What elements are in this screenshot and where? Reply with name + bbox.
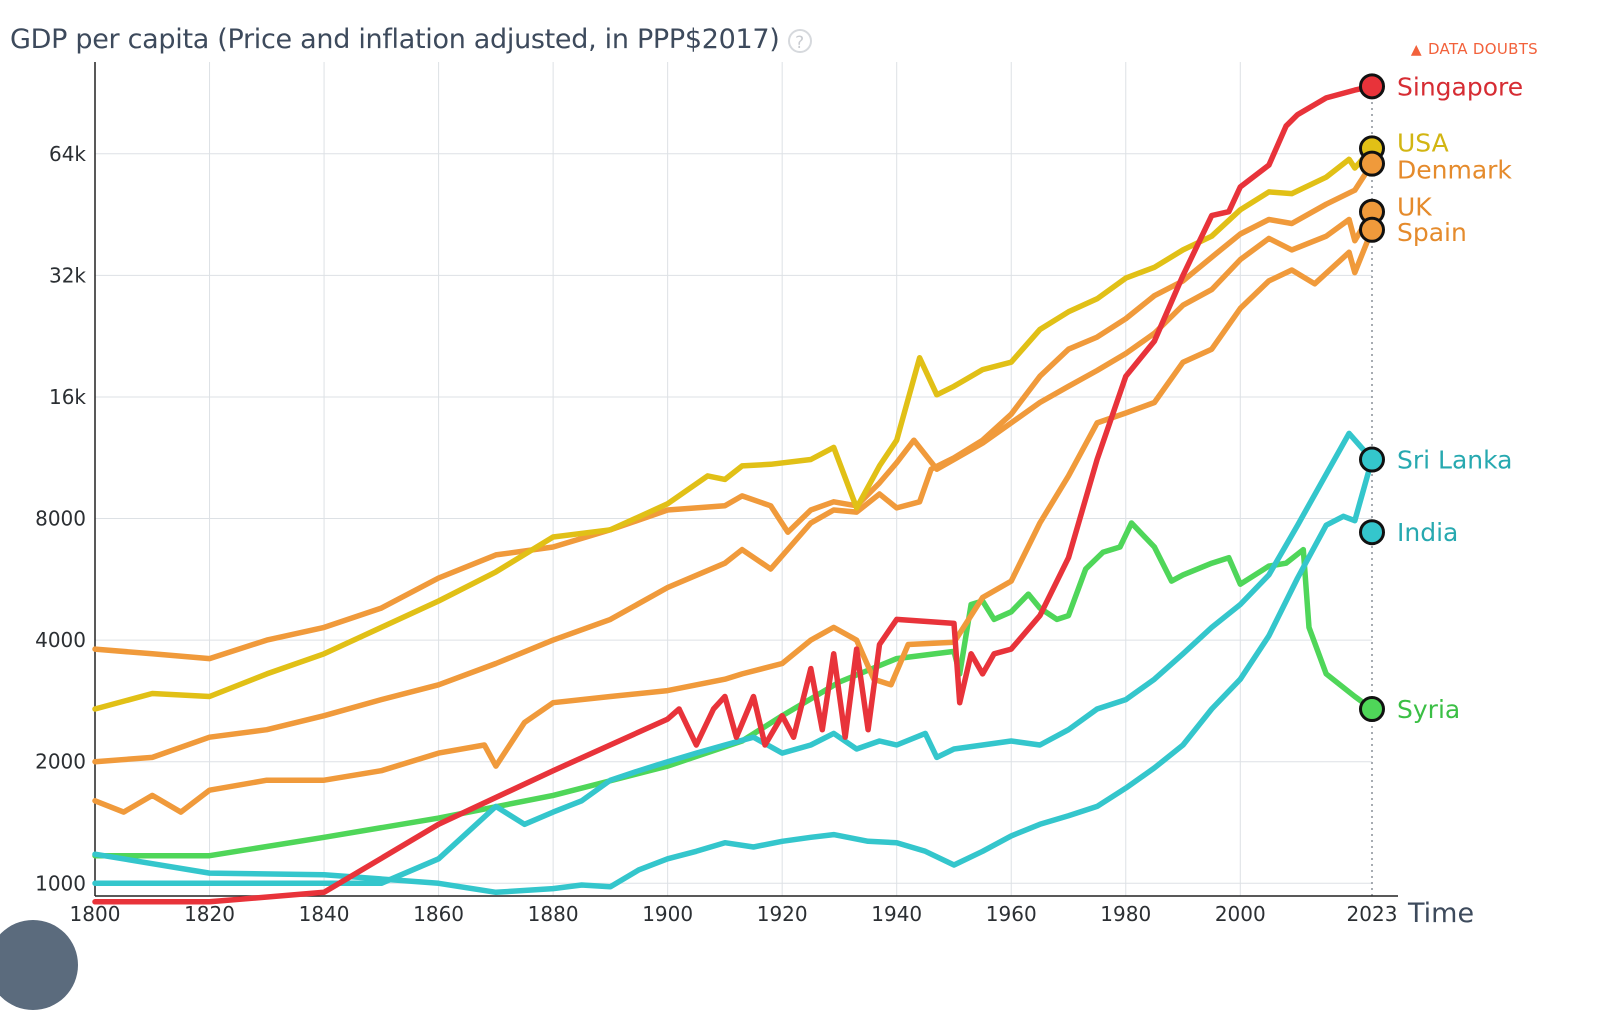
series-line-sri-lanka bbox=[92, 456, 1375, 896]
x-tick-label: 1920 bbox=[757, 902, 808, 926]
x-tick-label: 1900 bbox=[642, 902, 693, 926]
y-tick-label: 4000 bbox=[35, 628, 86, 652]
series-label-spain: Spain bbox=[1397, 218, 1467, 247]
y-tick-label: 2000 bbox=[35, 750, 86, 774]
series-label-sri-lanka: Sri Lanka bbox=[1397, 446, 1513, 475]
x-tick-label: 1960 bbox=[986, 902, 1037, 926]
gdp-line-chart: 1800 1820 1840 1860 1880 1900 1920 1940 1960 1980… bbox=[35, 62, 1523, 929]
x-tick-label: 1860 bbox=[413, 902, 464, 926]
series-label-uk: UK bbox=[1397, 193, 1432, 222]
x-axis-label: Time bbox=[1407, 898, 1474, 929]
chart-title-text: GDP per capita (Price and inflation adju… bbox=[10, 24, 780, 55]
series-line-india bbox=[92, 430, 1375, 887]
x-tick-label: 2000 bbox=[1215, 902, 1266, 926]
chart-axes: 1800 1820 1840 1860 1880 1900 1920 1940 1960 1980… bbox=[35, 62, 1474, 929]
y-tick-label: 16k bbox=[49, 385, 86, 409]
end-marker-syria bbox=[1359, 696, 1385, 723]
series-line-singapore bbox=[92, 83, 1375, 905]
series-lines bbox=[92, 83, 1375, 905]
series-label-denmark: Denmark bbox=[1397, 156, 1512, 185]
series-label-syria: Syria bbox=[1397, 695, 1460, 724]
y-tick-label: 32k bbox=[49, 263, 86, 287]
series-line-usa bbox=[92, 145, 1375, 712]
series-line-uk bbox=[92, 208, 1375, 662]
series-label-singapore: Singapore bbox=[1397, 72, 1523, 101]
series-label-usa: USA bbox=[1397, 128, 1449, 157]
question-circle-icon[interactable]: ? bbox=[787, 28, 812, 53]
series-line-spain bbox=[92, 227, 1375, 815]
x-tick-label: 1880 bbox=[528, 902, 579, 926]
x-tick-label: 1840 bbox=[299, 902, 350, 926]
x-tick-label: 1820 bbox=[184, 902, 235, 926]
series-label-india: India bbox=[1397, 518, 1458, 547]
x-tick-label: 1940 bbox=[871, 902, 922, 926]
grid-lines bbox=[94, 62, 1373, 896]
end-marker-india bbox=[1359, 519, 1385, 546]
y-tick-label: 1000 bbox=[35, 871, 86, 895]
end-marker-denmark bbox=[1359, 150, 1385, 177]
y-tick-label: 64k bbox=[49, 142, 86, 166]
end-marker-spain bbox=[1359, 216, 1385, 243]
data-doubts-label: DATA DOUBTS bbox=[1427, 40, 1538, 58]
end-marker-singapore bbox=[1359, 73, 1385, 100]
x-tick-label: 1800 bbox=[70, 902, 121, 926]
chart-title: GDP per capita (Price and inflation adju… bbox=[10, 24, 812, 55]
series-line-denmark bbox=[92, 160, 1375, 765]
x-tick-label: 2023 bbox=[1347, 902, 1398, 926]
end-marker-sri-lanka bbox=[1359, 446, 1385, 473]
data-doubts-link[interactable]: ▲ DATA DOUBTS bbox=[1411, 40, 1538, 58]
series-line-syria bbox=[92, 520, 1375, 859]
x-tick-label: 1980 bbox=[1100, 902, 1151, 926]
y-tick-label: 8000 bbox=[35, 507, 86, 531]
warning-triangle-icon: ▲ bbox=[1410, 42, 1422, 58]
